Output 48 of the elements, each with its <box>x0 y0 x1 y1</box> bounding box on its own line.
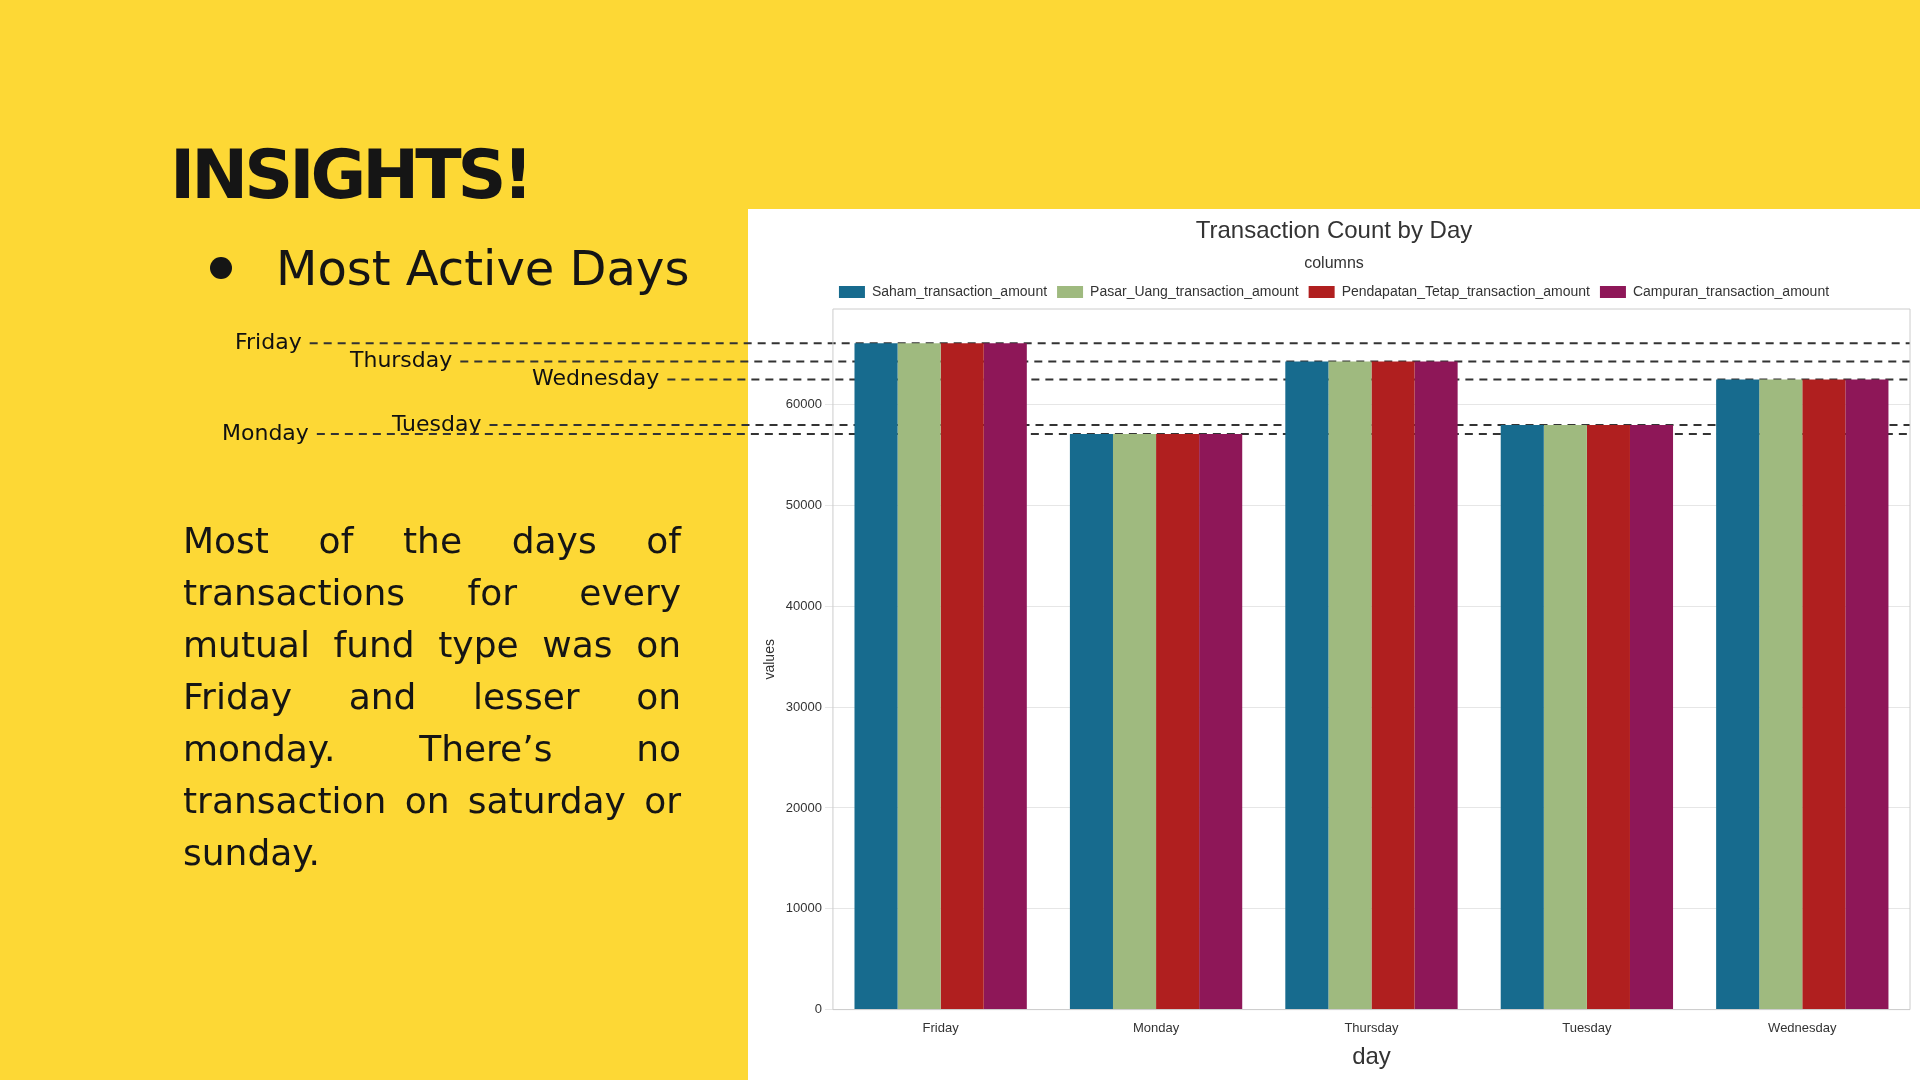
bar <box>1069 434 1113 1010</box>
y-tick-label: 30000 <box>785 698 822 714</box>
bar <box>1586 424 1630 1010</box>
text: INSIGHTS! <box>170 135 530 214</box>
bar <box>1328 361 1372 1010</box>
x-tick-label: Wednesday <box>1768 1019 1837 1035</box>
y-tick-label: 40000 <box>785 597 822 613</box>
bar <box>940 343 984 1010</box>
y-tick-label: 0 <box>814 1001 822 1017</box>
x-axis-title: day <box>1352 1042 1391 1070</box>
y-tick-label: 10000 <box>785 900 822 916</box>
chart-title: Transaction Count by Day <box>1195 216 1473 244</box>
bar <box>1716 379 1760 1010</box>
ref-line-label: Monday <box>222 419 309 445</box>
x-tick-label: Thursday <box>1344 1019 1400 1035</box>
bar <box>1371 361 1415 1010</box>
bar <box>854 343 898 1010</box>
bar <box>1845 379 1889 1010</box>
bar <box>1414 361 1458 1010</box>
ref-line-label: Tuesday <box>391 410 482 436</box>
ref-line-label: Friday <box>235 328 302 354</box>
bar <box>1199 434 1243 1010</box>
legend-label: Pendapatan_Tetap_transaction_amount <box>1341 282 1591 299</box>
text: Most Active Days <box>276 240 690 296</box>
bar <box>1156 434 1200 1010</box>
x-tick-label: Tuesday <box>1562 1019 1613 1035</box>
x-tick-label: Monday <box>1132 1019 1180 1035</box>
legend-title: columns <box>1304 254 1364 272</box>
y-tick-label: 60000 <box>785 396 822 412</box>
bar <box>1500 424 1544 1010</box>
bar <box>1629 424 1674 1010</box>
bar <box>1759 379 1803 1010</box>
bar <box>1112 434 1157 1010</box>
y-axis-title: values <box>761 639 778 680</box>
legend-label: Campuran_transaction_amount <box>1632 282 1830 299</box>
y-tick-label: 20000 <box>785 799 822 815</box>
ref-line-label: Wednesday <box>532 365 660 391</box>
x-tick-label: Friday <box>922 1019 960 1035</box>
bar <box>897 343 941 1010</box>
bar <box>1543 424 1587 1010</box>
ref-line-label: Thursday <box>349 347 453 373</box>
bar <box>1802 379 1846 1010</box>
legend-label: Pasar_Uang_transaction_amount <box>1090 282 1299 299</box>
legend-label: Saham_transaction_amount <box>871 282 1048 299</box>
y-tick-label: 50000 <box>785 497 822 513</box>
bar <box>1285 361 1329 1010</box>
text: Most of the days of transactions for every mutual fund type was on Friday and lesser on monday. There’s no transaction on saturday or sunday. <box>183 519 681 875</box>
bar <box>983 343 1027 1010</box>
